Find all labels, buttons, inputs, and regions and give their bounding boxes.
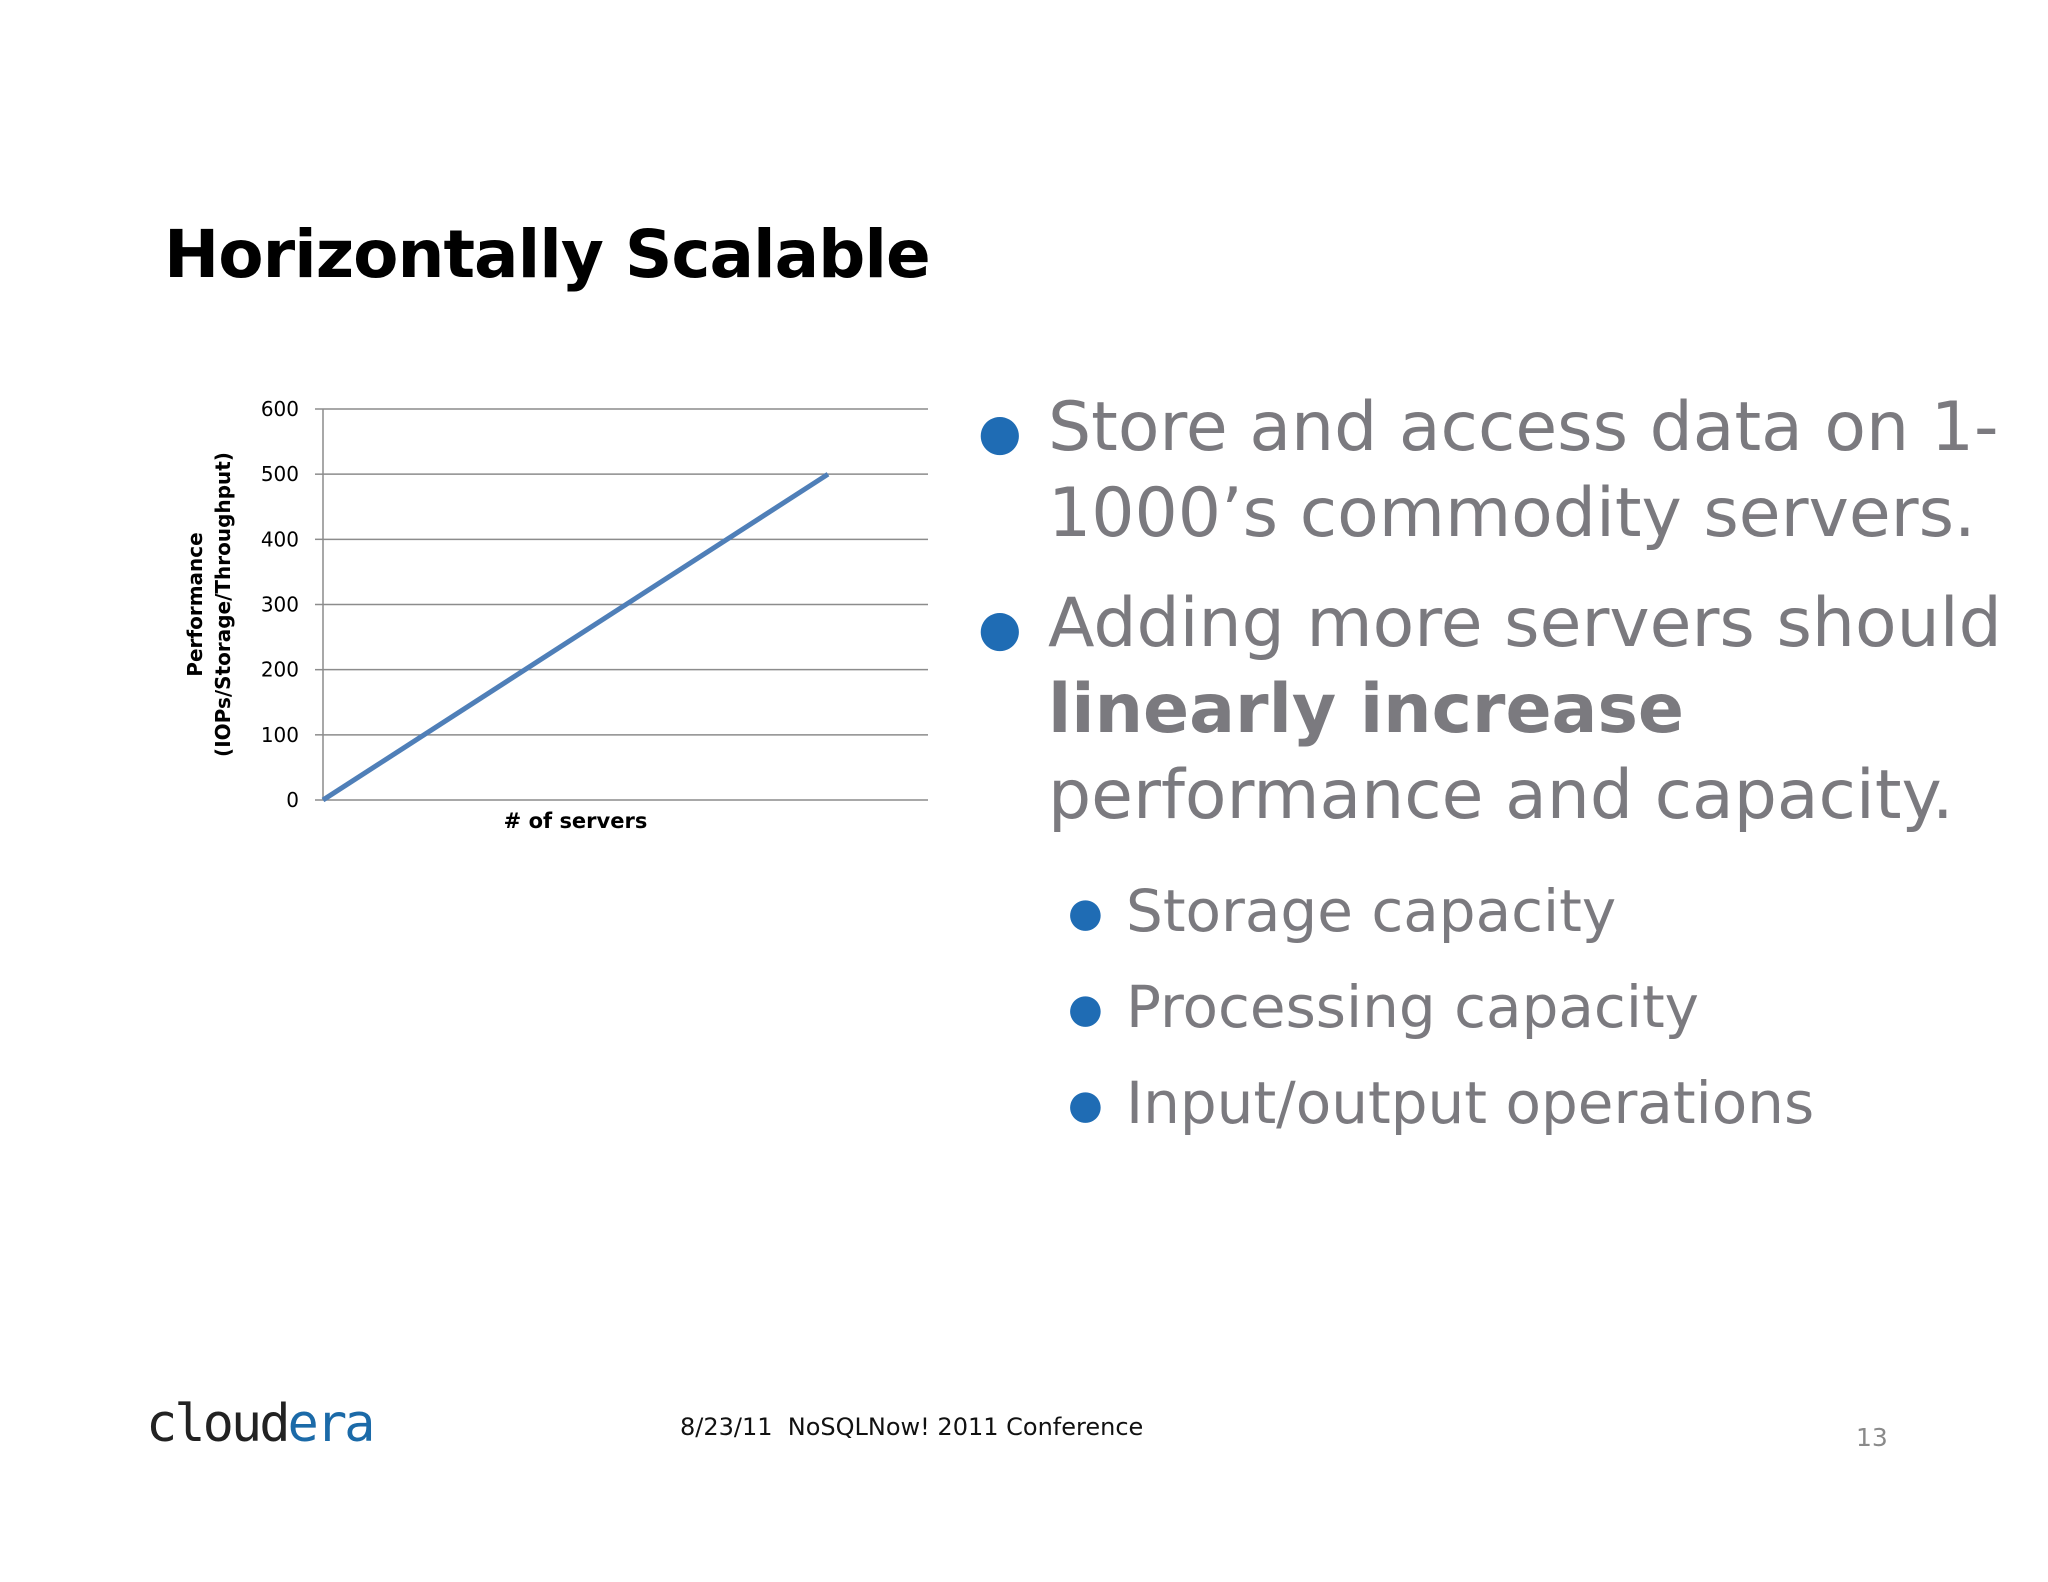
logo-text-part2: era [287,1394,376,1454]
series-line [321,472,830,803]
y-axis-label-line1: Performance [183,532,207,676]
y-axis-label-line2: (IOPs/Storage/Throughput) [211,452,235,757]
sub-bullet-item: ● Input/output operations [1068,1055,2018,1151]
bullet-text-emphasis: linearly increase [1048,670,1685,749]
chart-gridlines [323,408,928,736]
bullet-list: ● Store and access data on 1-1000’s comm… [978,385,2018,1151]
sub-bullet-text: Input/output operations [1126,1069,1815,1137]
y-tick-label: 200 [261,658,299,682]
bullet-dot-icon: ● [978,403,1022,461]
chart-series [321,472,830,803]
logo-text-part1: cloud [146,1394,291,1454]
y-tick-label: 500 [261,462,299,486]
sub-bullet-item: ● Storage capacity [1068,863,2018,959]
bullet-text-start: Adding more servers should [1048,584,2002,663]
y-tick-label: 400 [261,527,299,551]
bullet-item: ● Store and access data on 1-1000’s comm… [978,385,2018,557]
footer-text: 8/23/11 NoSQLNow! 2011 Conference [680,1413,1144,1441]
y-tick-label: 600 [261,397,299,421]
cloudera-logo: cloudera [146,1394,376,1454]
bullet-dot-icon: ● [1068,986,1103,1032]
bullet-dot-icon: ● [1068,1082,1103,1128]
chart-axes [315,408,928,801]
y-tick-label: 300 [261,593,299,617]
page-number: 13 [1856,1423,1888,1452]
sub-bullet-item: ● Processing capacity [1068,959,2018,1055]
bullet-item: ● Adding more servers should linearly in… [978,581,2018,839]
chart-tick-labels: 0 100 200 300 400 500 600 [261,397,299,812]
y-tick-label: 0 [286,788,299,812]
slide-title: Horizontally Scalable [164,216,931,293]
bullet-dot-icon: ● [1068,890,1103,936]
performance-chart: 0 100 200 300 400 500 600 Performance (IOPs/St… [183,397,928,833]
y-tick-label: 100 [261,723,299,747]
bullet-text: Store and access data on 1-1000’s commod… [1048,388,1999,553]
bullet-dot-icon: ● [978,599,1022,657]
x-axis-label: # of servers [504,809,648,833]
sub-bullet-text: Storage capacity [1126,877,1617,945]
bullet-text-end: performance and capacity. [1048,756,1954,835]
sub-bullet-text: Processing capacity [1126,973,1700,1041]
